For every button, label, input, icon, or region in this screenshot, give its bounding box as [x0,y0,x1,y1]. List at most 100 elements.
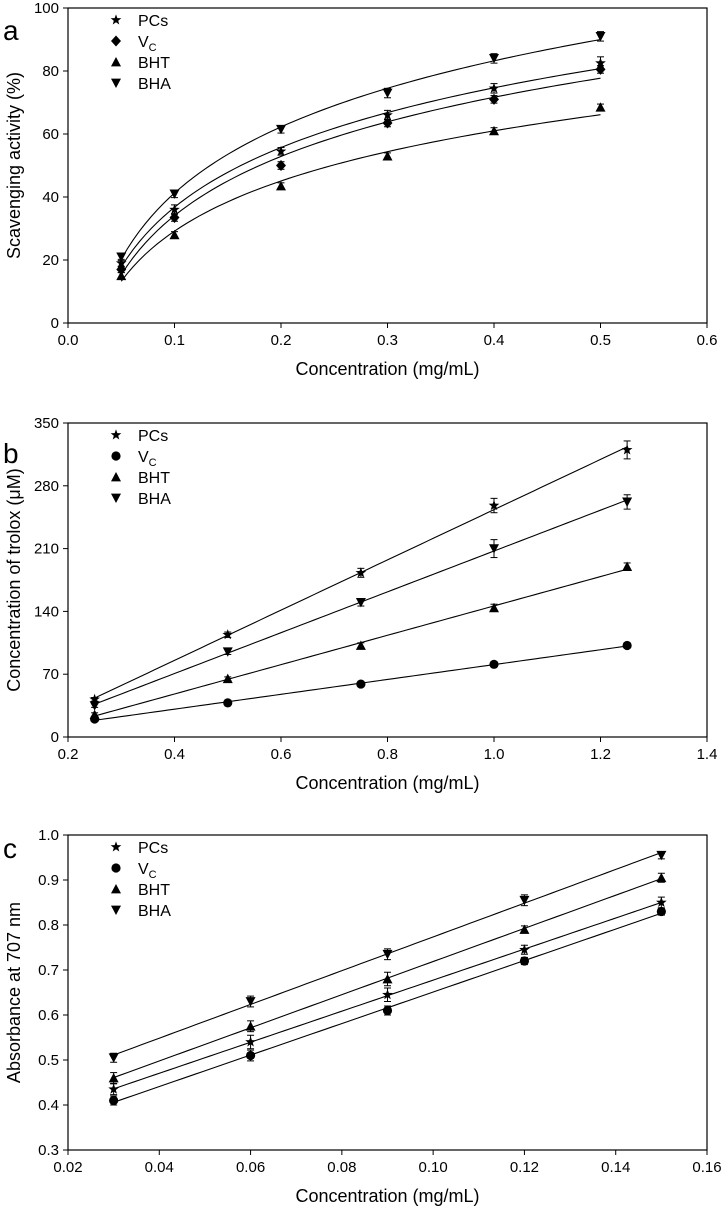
y-tick-label: 40 [42,189,59,206]
data-point [108,1073,119,1083]
y-tick-label: 0.3 [38,1142,59,1159]
x-tick-label: 0.2 [271,332,292,349]
x-tick-label: 1.4 [697,746,718,763]
data-point [489,93,499,105]
legend-label: VC [138,861,157,881]
legend-marker [111,451,121,461]
legend-label: BHA [138,491,171,508]
y-axis-title: Absorbance at 707 nm [4,902,24,1083]
series-2 [108,872,667,1084]
y-tick-label: 0.7 [38,962,59,979]
legend-marker [110,14,122,25]
series-3 [116,31,606,262]
x-tick-label: 1.0 [484,746,505,763]
x-tick-label: 0.3 [377,332,398,349]
series-2 [116,102,606,282]
y-tick-label: 0.5 [38,1052,59,1069]
plot-frame [67,834,708,1151]
legend-label-subscript: C [149,457,157,469]
data-point [276,124,286,135]
x-tick-label: 0.2 [58,746,79,763]
x-tick-label: 0.4 [484,332,505,349]
x-axis-title: Concentration (mg/mL) [295,773,479,793]
data-point [489,659,499,669]
data-point [275,145,287,156]
x-tick-label: 0.0 [58,332,79,349]
y-tick-label: 1.0 [38,827,59,844]
chart-panel-c: 0.02 0.04 0.06 0.08 0.10 0.12 0.14 0.16 0.3 0.4 0.… [3,827,721,1206]
chart-panel-b: 0.2 0.4 0.6 0.8 1.0 1.2 1.4 0 70 140 210 280 350 Conc… [3,415,717,793]
data-point [169,189,180,199]
data-point [382,88,393,99]
data-point [656,906,666,917]
data-point [595,57,606,68]
legend-label: BHT [138,882,170,899]
fit-line [120,77,601,276]
legend-marker [111,57,121,67]
data-point [595,102,606,112]
x-tick-label: 1.2 [590,746,611,763]
data-point [89,709,100,719]
data-point [245,1021,256,1031]
x-tick-label: 0.06 [236,1159,265,1176]
legend-marker [110,841,122,852]
legend-marker [111,884,121,894]
data-point [382,949,393,960]
fit-line [120,38,601,260]
data-point [115,257,127,268]
series-0 [108,896,667,1096]
data-point [355,567,367,578]
data-point [382,151,393,161]
y-tick-label: 100 [34,0,59,17]
y-tick-label: 0.6 [38,1007,59,1024]
data-point [108,1083,119,1094]
y-tick-label: 20 [42,252,59,269]
panel-label: a [3,15,19,46]
legend-label: PCs [138,13,168,30]
data-point [355,640,366,650]
legend-marker [111,905,121,915]
legend-marker [111,863,121,873]
legend-marker [111,35,121,47]
y-tick-label: 70 [42,666,59,683]
data-point [169,204,180,215]
data-point [89,701,100,711]
fit-line [120,68,601,268]
y-axis-title: Concentration of trolox (μM) [4,468,24,691]
data-point [116,270,127,281]
legend-label: VC [138,449,157,469]
data-point [622,640,632,651]
x-tick-label: 0.5 [590,332,611,349]
data-point [116,252,127,262]
series-1 [116,63,606,276]
series-2 [89,561,633,719]
y-tick-label: 80 [42,63,59,80]
legend-label: PCs [138,428,168,445]
y-tick-label: 60 [42,126,59,143]
data-point [382,989,393,1000]
data-point [382,1005,393,1016]
legend-label: BHA [138,76,171,93]
legend-label: BHA [138,903,171,920]
legend-marker [110,429,122,440]
data-point [656,896,667,908]
data-point [245,1050,256,1061]
data-point [519,956,530,966]
y-tick-label: 0 [51,315,59,332]
x-tick-label: 0.1 [164,332,185,349]
data-point [489,544,499,554]
data-point [222,629,234,640]
chart-panel-a: 0.0 0.1 0.2 0.3 0.4 0.5 0.6 0 20 40 60 80 100 Concent… [3,0,717,379]
data-point [222,673,233,684]
series-1 [90,640,632,724]
x-tick-label: 0.04 [145,1159,174,1176]
x-tick-label: 0.6 [697,332,718,349]
data-point [276,180,286,191]
data-point [519,944,530,955]
data-point [355,598,366,608]
data-point [622,497,633,507]
panel-label: b [3,438,19,469]
x-tick-label: 0.08 [327,1159,356,1176]
series-3 [108,850,667,1063]
y-tick-label: 280 [34,478,59,495]
